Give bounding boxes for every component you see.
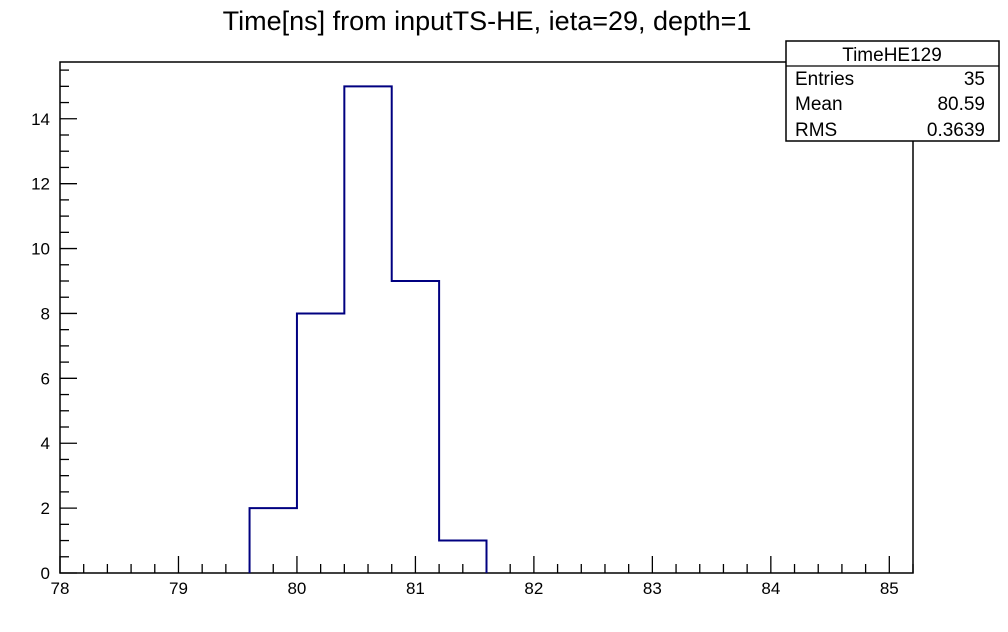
plot-frame: [59, 61, 914, 574]
x-axis-tick-labels: 78 79 80 81 82 83 84 85: [51, 579, 899, 598]
stats-box: TimeHE129 Entries 35 Mean 80.59 RMS 0.36…: [785, 40, 1000, 142]
x-tick-label-80: 80: [287, 579, 306, 598]
y-tick-label-10: 10: [31, 240, 50, 259]
histogram-bin: [344, 86, 391, 573]
stats-rms-label: RMS: [795, 120, 837, 141]
x-tick-label-84: 84: [761, 579, 780, 598]
stats-mean-label: Mean: [795, 94, 843, 115]
x-tick-label-81: 81: [406, 579, 425, 598]
histogram-bins: [250, 86, 487, 573]
histogram-bin: [392, 281, 439, 573]
chart-title: Time[ns] from inputTS-HE, ieta=29, depth…: [223, 6, 752, 36]
histogram-bin: [297, 313, 344, 573]
y-tick-label-2: 2: [41, 499, 50, 518]
x-axis-ticks: [59, 556, 914, 573]
y-tick-label-0: 0: [41, 564, 50, 583]
y-axis-ticks: [60, 69, 77, 574]
stats-rms-value: 0.3639: [927, 120, 985, 141]
y-axis-tick-labels: 0 2 4 6 8 10 12 14: [31, 110, 50, 583]
x-tick-label-79: 79: [169, 579, 188, 598]
stats-mean-value: 80.59: [937, 94, 985, 115]
stats-box-frame: [785, 40, 1000, 142]
x-tick-label-78: 78: [51, 579, 70, 598]
stats-box-name: TimeHE129: [842, 45, 942, 66]
histogram-outline: [248, 85, 488, 573]
stats-entries-value: 35: [964, 69, 985, 90]
histogram-bin: [250, 508, 297, 573]
y-tick-label-6: 6: [41, 369, 50, 388]
x-tick-label-83: 83: [643, 579, 662, 598]
x-tick-label-82: 82: [524, 579, 543, 598]
y-tick-label-12: 12: [31, 175, 50, 194]
y-tick-label-4: 4: [41, 434, 50, 453]
stats-entries-label: Entries: [795, 69, 854, 90]
y-tick-label-14: 14: [31, 110, 50, 129]
y-tick-label-8: 8: [41, 304, 50, 323]
x-tick-label-85: 85: [880, 579, 899, 598]
